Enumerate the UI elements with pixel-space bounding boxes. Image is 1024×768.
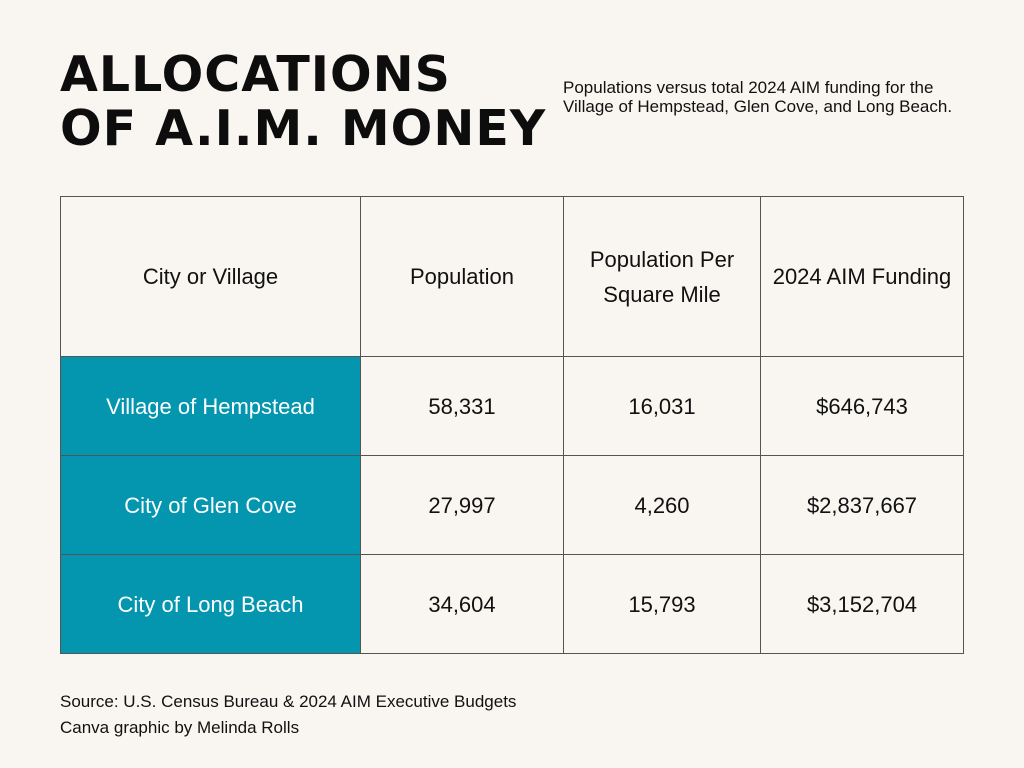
population-cell: 27,997 [360, 455, 564, 555]
table-row: City of Glen Cove 27,997 4,260 $2,837,66… [60, 455, 964, 555]
aim-funding-table: City or Village Population Population Pe… [60, 196, 964, 654]
density-cell: 16,031 [563, 356, 761, 456]
title-line-1: ALLOCATIONS [60, 46, 451, 103]
subtitle: Populations versus total 2024 AIM fundin… [563, 78, 953, 116]
credit-note: Canva graphic by Melinda Rolls [60, 718, 300, 737]
page-title: ALLOCATIONS OF A.I.M. MONEY [60, 48, 546, 156]
table-header-row: City or Village Population Population Pe… [60, 196, 964, 357]
header-population-per-square-mile: Population Per Square Mile [563, 196, 761, 357]
population-cell: 58,331 [360, 356, 564, 456]
population-cell: 34,604 [360, 554, 564, 654]
funding-cell: $2,837,667 [760, 455, 964, 555]
table-row: Village of Hempstead 58,331 16,031 $646,… [60, 356, 964, 456]
footer: Source: U.S. Census Bureau & 2024 AIM Ex… [60, 689, 516, 741]
funding-cell: $646,743 [760, 356, 964, 456]
density-cell: 4,260 [563, 455, 761, 555]
row-name-cell: City of Glen Cove [60, 455, 361, 555]
header-population: Population [360, 196, 564, 357]
header-city-or-village: City or Village [60, 196, 361, 357]
funding-cell: $3,152,704 [760, 554, 964, 654]
source-note: Source: U.S. Census Bureau & 2024 AIM Ex… [60, 692, 517, 711]
row-name-cell: City of Long Beach [60, 554, 361, 654]
density-cell: 15,793 [563, 554, 761, 654]
header-aim-funding: 2024 AIM Funding [760, 196, 964, 357]
table-row: City of Long Beach 34,604 15,793 $3,152,… [60, 554, 964, 654]
title-line-2: OF A.I.M. MONEY [60, 100, 547, 157]
row-name-cell: Village of Hempstead [60, 356, 361, 456]
